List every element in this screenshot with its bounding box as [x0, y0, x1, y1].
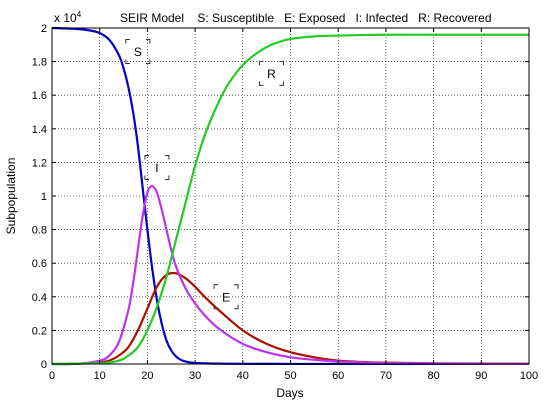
y-tick-label: 0.2 [32, 325, 47, 337]
series-line-r [51, 33, 529, 366]
tick-group [51, 27, 530, 365]
y-scale-label: x 104 [54, 10, 82, 25]
x-tick-label: 90 [475, 370, 487, 382]
annotation-box [213, 284, 239, 310]
x-tick-label: 30 [189, 370, 201, 382]
x-tick-label: 80 [427, 370, 439, 382]
y-tick-label: 1.4 [32, 124, 47, 136]
annotation-e: E [213, 284, 239, 310]
chart-title: SEIR Model S: Susceptible E: Exposed I: … [120, 11, 492, 25]
x-tick-label: 100 [520, 370, 538, 382]
y-tick-label: 1.2 [32, 157, 47, 169]
x-axis-label: Days [276, 386, 303, 400]
annotation-i: I [144, 154, 170, 180]
y-tick-label: 0.4 [32, 292, 47, 304]
annotation-s: S [125, 39, 151, 65]
y-tick-label: 0.8 [32, 225, 47, 237]
y-scale-exponent: 4 [77, 10, 82, 19]
annotation-r: R [258, 60, 284, 86]
annotation-box [125, 39, 151, 65]
annotation-group: S R I E [125, 39, 284, 310]
annotation-box [258, 60, 284, 86]
x-tick-label: 0 [49, 370, 55, 382]
y-tick-label: 1.8 [32, 57, 47, 69]
y-tick-label: 0.6 [32, 258, 47, 270]
annotation-label: I [155, 161, 158, 175]
annotation-box [144, 154, 170, 180]
y-axis-label: Subpopulation [4, 158, 18, 235]
x-tick-label: 40 [237, 370, 249, 382]
y-tick-label: 1 [41, 191, 47, 203]
x-tick-label: 10 [94, 370, 106, 382]
x-tick-label: 60 [332, 370, 344, 382]
x-tick-label: 20 [141, 370, 153, 382]
annotation-label: E [222, 290, 230, 304]
tick-label-group: 0 10 20 30 40 50 60 70 80 90 100 0 0.2 0.4 0.6 0.8 1 1.2 1… [32, 23, 538, 382]
annotation-label: R [267, 67, 276, 81]
x-tick-label: 50 [284, 370, 296, 382]
x-tick-label: 70 [380, 370, 392, 382]
annotation-label: S [134, 45, 142, 59]
series-line-i [51, 184, 530, 366]
y-tick-label: 0 [41, 359, 47, 371]
y-tick-label: 1.6 [32, 90, 47, 102]
y-tick-label: 2 [41, 23, 47, 35]
